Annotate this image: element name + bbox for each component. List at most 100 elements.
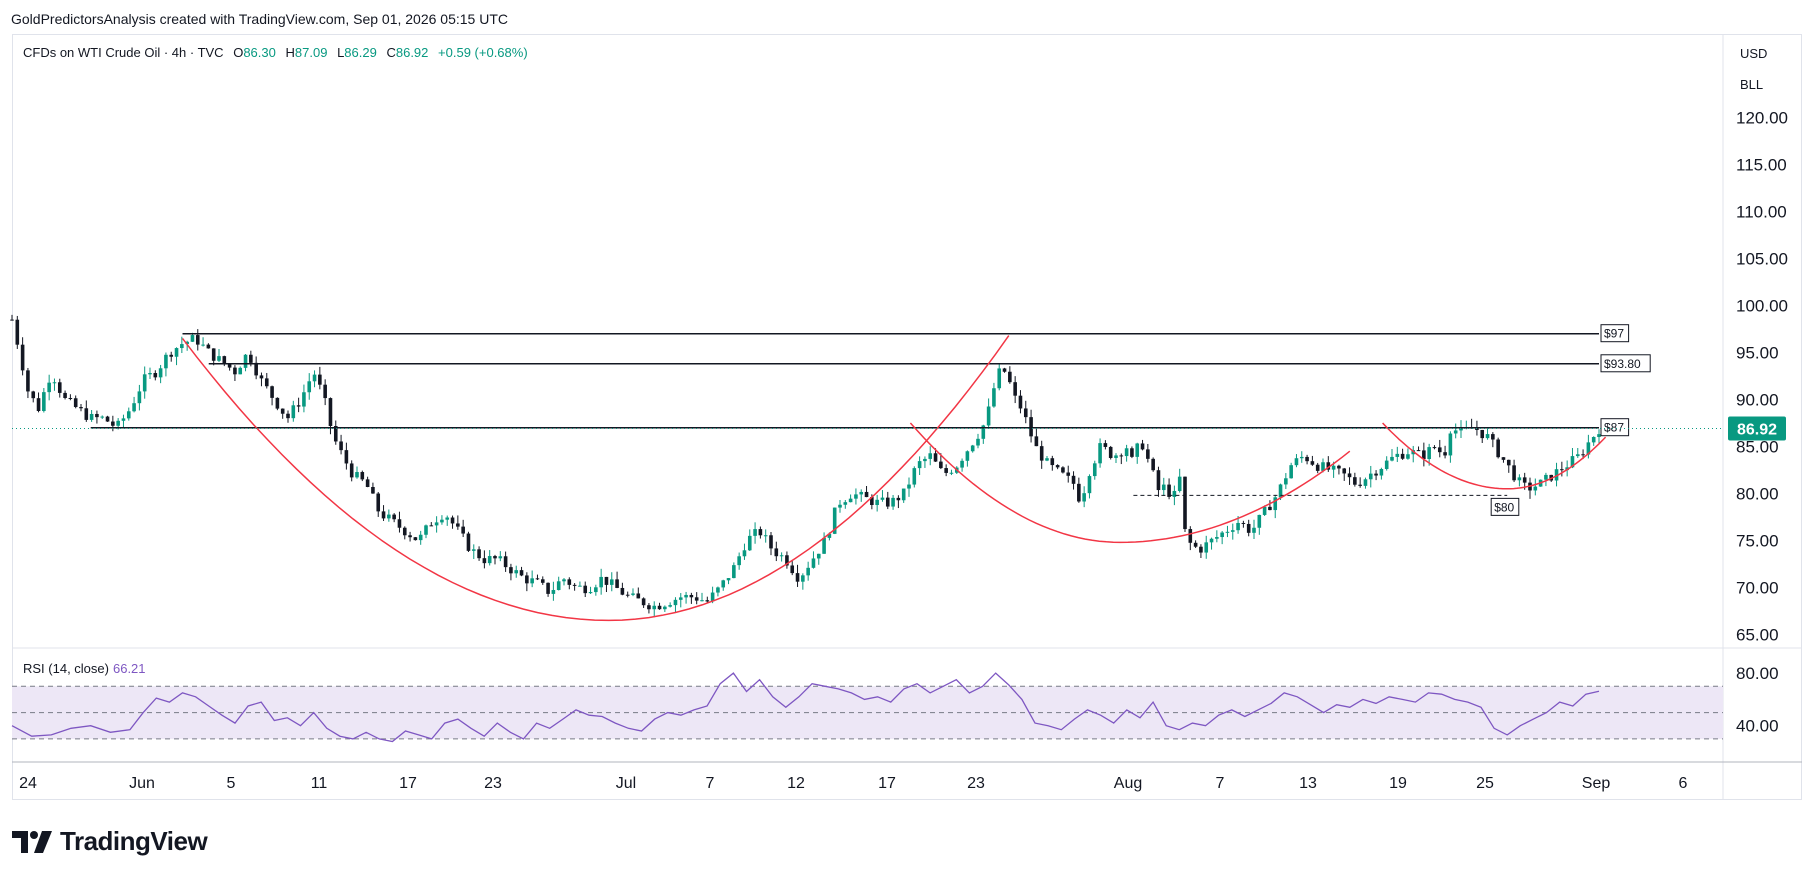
candle-body xyxy=(917,461,922,469)
candle xyxy=(1156,466,1161,497)
candle-body xyxy=(1167,484,1171,497)
candle-body xyxy=(525,575,529,584)
candle xyxy=(1517,474,1522,487)
candle xyxy=(418,530,423,545)
candle xyxy=(535,574,540,581)
candle xyxy=(822,532,826,554)
candle-body xyxy=(896,497,901,501)
candle-body xyxy=(413,537,418,541)
candle xyxy=(811,551,816,569)
candle-body xyxy=(1294,458,1299,466)
candle-body xyxy=(1315,464,1320,471)
candle-body xyxy=(631,593,635,595)
candle-body xyxy=(625,594,630,596)
candle xyxy=(562,578,566,586)
close-label: C xyxy=(386,45,396,60)
candle-body xyxy=(227,363,232,368)
candle xyxy=(732,562,736,579)
candle-body xyxy=(1517,477,1522,481)
candle xyxy=(1183,476,1187,532)
candle-body xyxy=(1209,538,1214,543)
candle xyxy=(997,363,1002,391)
rsi-label[interactable]: RSI (14, close) xyxy=(23,661,109,676)
candle xyxy=(36,392,41,413)
candle xyxy=(673,597,678,613)
candle xyxy=(307,373,312,400)
candle xyxy=(95,410,99,424)
candle-body xyxy=(280,408,285,414)
time-tick-label: 5 xyxy=(227,775,236,792)
candle xyxy=(1491,432,1495,448)
level-label-text: $80 xyxy=(1494,500,1514,514)
candle xyxy=(238,366,243,375)
candle-body xyxy=(1432,447,1437,449)
candle-body xyxy=(190,335,195,342)
candle-body xyxy=(1326,462,1331,470)
candle xyxy=(73,395,78,409)
candle xyxy=(763,529,768,543)
candle xyxy=(1082,486,1086,508)
candle-body xyxy=(976,438,980,446)
candle xyxy=(663,605,667,612)
candle xyxy=(737,552,741,570)
candle-body xyxy=(981,425,986,439)
price-tick-label: 75.00 xyxy=(1736,532,1779,551)
candle-body xyxy=(1103,443,1108,447)
symbol-name[interactable]: CFDs on WTI Crude Oil · 4h · TVC xyxy=(23,45,224,60)
candle xyxy=(371,482,375,494)
candle-body xyxy=(1581,454,1585,456)
candle xyxy=(1092,460,1097,480)
candle xyxy=(1512,459,1516,483)
candle xyxy=(1544,472,1548,487)
candle-body xyxy=(970,445,975,452)
candle-body xyxy=(753,529,757,536)
time-tick-label: 19 xyxy=(1389,775,1407,792)
time-tick-label: 23 xyxy=(484,775,502,792)
unit-label[interactable]: BLL xyxy=(1740,77,1764,92)
candle xyxy=(1480,429,1485,443)
candle-body xyxy=(1087,476,1092,494)
time-tick-label: Jul xyxy=(616,775,636,792)
currency-label[interactable]: USD xyxy=(1740,46,1768,61)
time-tick-label: 25 xyxy=(1476,775,1494,792)
candle xyxy=(1071,471,1076,490)
candle xyxy=(275,397,280,411)
rsi-legend: RSI (14, close) 66.21 xyxy=(23,661,146,676)
candle-body xyxy=(732,565,736,579)
candle-body xyxy=(418,534,423,541)
candle-body xyxy=(795,573,800,582)
candle xyxy=(1098,438,1102,468)
candle xyxy=(1321,458,1325,473)
candle xyxy=(960,458,964,472)
candle-body xyxy=(158,368,163,378)
candle xyxy=(195,329,200,351)
candle-body xyxy=(864,491,869,498)
candle-body xyxy=(275,397,280,409)
candle xyxy=(456,515,460,530)
candle xyxy=(349,460,354,482)
candle-body xyxy=(1342,468,1347,474)
candle-body xyxy=(217,356,221,361)
candle-body xyxy=(1257,514,1262,528)
tradingview-brand: TradingView xyxy=(60,826,208,856)
candle xyxy=(519,566,524,577)
candle xyxy=(965,450,970,467)
candle-body xyxy=(1363,479,1368,486)
time-tick-label: Jun xyxy=(129,775,155,792)
candle xyxy=(1066,465,1071,483)
candle xyxy=(1347,467,1352,485)
candle-body xyxy=(1045,458,1049,461)
candle xyxy=(360,470,365,482)
candle xyxy=(376,491,381,517)
candle xyxy=(397,511,402,533)
candle-body xyxy=(466,533,471,551)
candle xyxy=(917,456,922,476)
low-label: L xyxy=(337,45,345,60)
candle-body xyxy=(700,600,704,602)
candle xyxy=(625,591,630,598)
candle-body xyxy=(323,384,327,399)
candle xyxy=(1284,473,1288,490)
candle xyxy=(785,551,789,569)
candle xyxy=(1220,530,1224,545)
